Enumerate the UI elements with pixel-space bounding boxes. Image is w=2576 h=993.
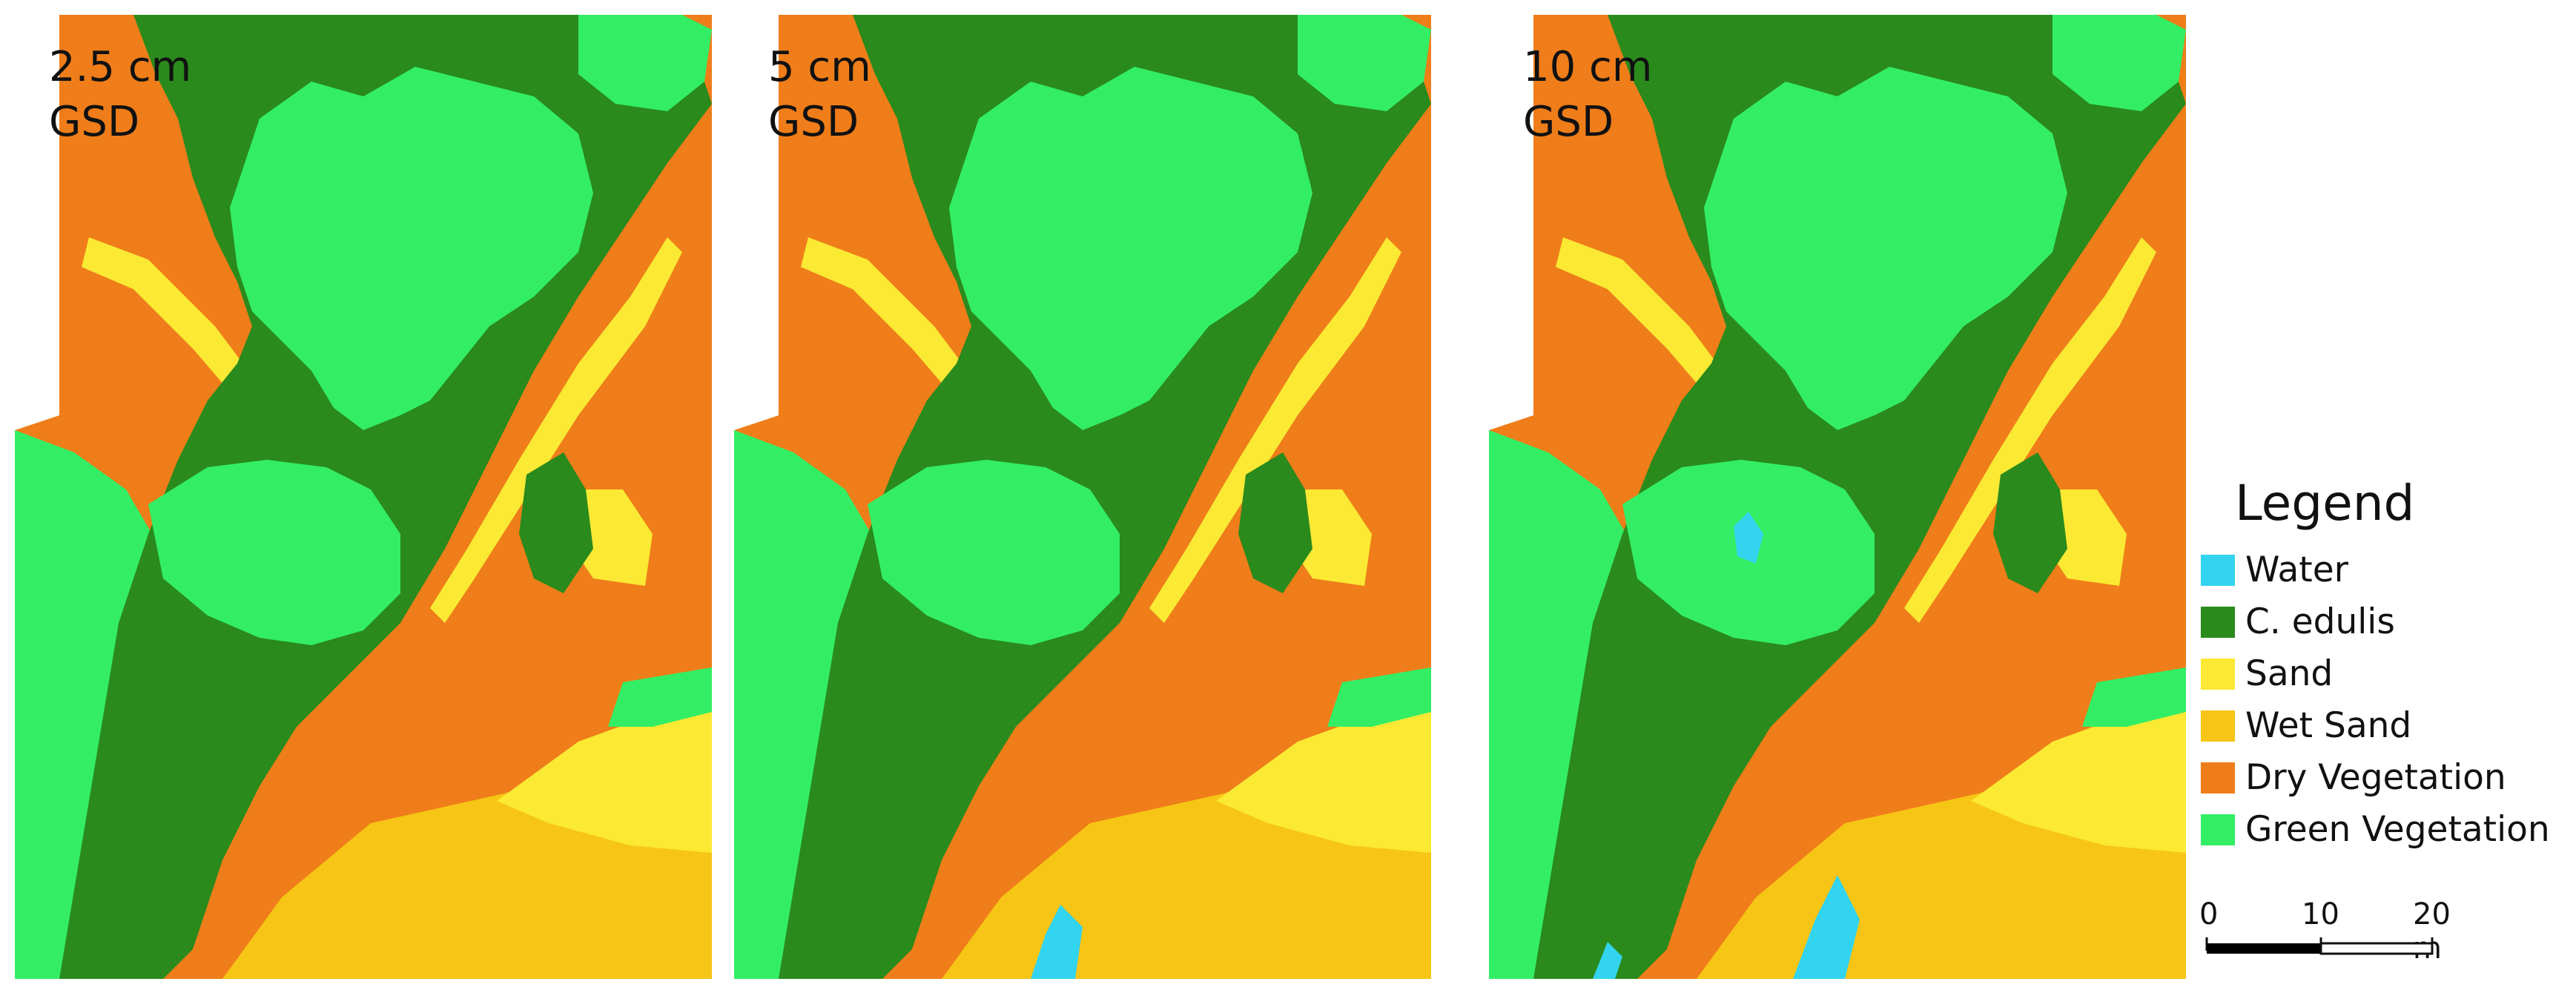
scale-tick-label: 10 [2302, 897, 2339, 931]
legend-label: Dry Vegetation [2245, 757, 2506, 798]
resolution-label: 5 cm [768, 43, 871, 91]
classification-map [15, 15, 712, 979]
legend-item-c-edulis: C. edulis [2201, 601, 2572, 645]
legend-label: Sand [2245, 653, 2334, 694]
legend-item-dry-vegetation: Dry Vegetation [2201, 756, 2572, 801]
scale-tick-label: 0 [2199, 897, 2219, 931]
legend-swatch [2201, 607, 2235, 638]
legend-item-green-vegetation: Green Vegetation [2201, 808, 2572, 853]
legend-swatch [2201, 710, 2235, 742]
resolution-label: 10 cm [1523, 43, 1653, 91]
gsd-label: GSD [1523, 98, 1614, 146]
legend-item-wet-sand: Wet Sand [2201, 705, 2572, 749]
map-legend: Legend Water C. edulis Sand Wet Sand Dry… [2201, 475, 2572, 964]
map-panel-2-5cm: 2.5 cm GSD [15, 15, 712, 979]
water-patch [1734, 512, 1763, 564]
resolution-label: 2.5 cm [49, 43, 192, 91]
legend-swatch [2201, 659, 2235, 690]
legend-item-water: Water [2201, 549, 2572, 593]
legend-title: Legend [2235, 475, 2415, 532]
legend-item-sand: Sand [2201, 653, 2572, 697]
scale-bar-graphic [2205, 937, 2434, 955]
panel-label: 10 cm GSD [1523, 40, 1652, 150]
panel-label: 2.5 cm GSD [49, 40, 191, 150]
legend-label: Water [2245, 550, 2348, 590]
gsd-label: GSD [768, 98, 859, 146]
scale-segment-filled [2207, 943, 2321, 954]
map-panel-10cm: 10 cm GSD [1489, 15, 2186, 979]
gsd-label: GSD [49, 98, 140, 146]
legend-label: Green Vegetation [2245, 809, 2550, 850]
legend-swatch [2201, 762, 2235, 794]
classification-map [1489, 15, 2186, 979]
scale-segment-empty [2319, 942, 2434, 955]
scale-bar: 0 10 20 m [2199, 897, 2466, 971]
water-patch [1593, 942, 1622, 979]
legend-label: Wet Sand [2245, 705, 2412, 746]
legend-swatch [2201, 814, 2235, 845]
panel-label: 5 cm GSD [768, 40, 871, 150]
legend-label: C. edulis [2245, 601, 2395, 642]
legend-swatch [2201, 555, 2235, 586]
water-patch [1031, 905, 1083, 979]
classification-map [734, 15, 1431, 979]
water-patch [1793, 875, 1860, 979]
map-panel-5cm: 5 cm GSD [734, 15, 1431, 979]
